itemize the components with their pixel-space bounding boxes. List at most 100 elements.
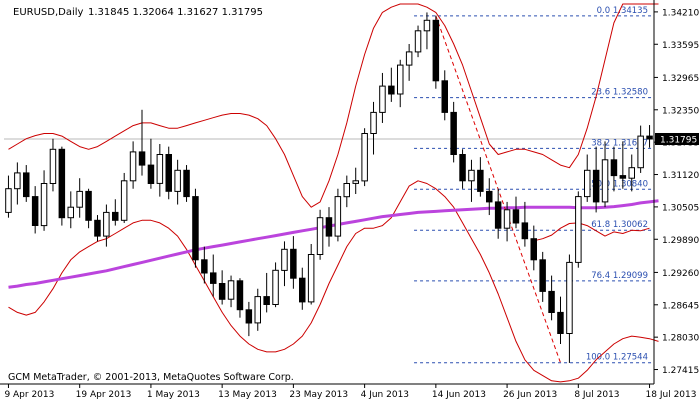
moving-average-line (8, 199, 659, 289)
candle (138, 109, 146, 176)
candle-body (307, 254, 315, 303)
candle (548, 275, 555, 321)
candle (49, 138, 57, 192)
candle (299, 267, 306, 310)
candle-body (94, 219, 101, 237)
candle-body (628, 167, 635, 179)
fib-level-label: 100.0 1.27544 (586, 353, 648, 363)
candle-body (379, 85, 386, 113)
candle-body (352, 180, 359, 184)
fib-level-label: 38.2 1.31617 (591, 138, 648, 148)
fibonacci-levels: 0.0 1.34135 23.6 1.32580 38.2 1.31617 50.0 … (4, 6, 654, 364)
candle-body (174, 169, 181, 192)
candle (468, 159, 475, 202)
header-ohlc: 1.31845 1.32064 1.31627 1.31795 (88, 7, 263, 18)
candle (352, 167, 359, 194)
candle-body (156, 154, 164, 184)
candle-body (619, 175, 627, 179)
candle (575, 191, 582, 268)
header-symbol: EURUSD,Daily (13, 7, 84, 18)
candle-body (432, 19, 440, 82)
candle (5, 175, 12, 218)
candle (477, 157, 484, 197)
candle (165, 146, 172, 200)
candle (646, 125, 653, 148)
candle-body (316, 217, 324, 255)
candle-body (103, 211, 110, 237)
candle (201, 246, 208, 284)
candle-body (245, 309, 253, 324)
candle (23, 165, 30, 202)
candle-body (299, 277, 306, 303)
plot-frame (0, 0, 655, 385)
candle (432, 15, 440, 89)
candle (263, 272, 270, 313)
candle-body (334, 196, 342, 237)
upper-band-line (8, 3, 659, 208)
candle-body (147, 164, 155, 185)
current-price-tag (655, 133, 699, 145)
candle-body (601, 159, 609, 203)
candle (210, 254, 217, 297)
lower-band-line (8, 180, 659, 383)
candle-body (14, 172, 21, 190)
candle (530, 225, 537, 271)
candle (76, 178, 83, 218)
candle-body (5, 188, 12, 213)
candle (539, 251, 546, 302)
candle (254, 288, 261, 331)
candle (58, 146, 66, 226)
candle (290, 236, 297, 289)
envelope-bands (8, 3, 659, 383)
candle-body (477, 169, 484, 192)
candle-body (584, 169, 591, 198)
candle-body (494, 201, 502, 229)
y-tick-label: 1.31120 (662, 171, 699, 181)
x-tick-label: 9 Apr 2013 (4, 390, 54, 400)
candle (566, 254, 573, 363)
candle-body (512, 209, 520, 224)
y-tick-label: 1.28030 (662, 334, 699, 344)
band-segment-line (533, 222, 650, 242)
y-tick-label: 1.33595 (662, 41, 699, 51)
candle (450, 101, 457, 163)
candle-body (557, 311, 564, 334)
candle-body (397, 64, 404, 95)
candle-body (459, 154, 466, 182)
candle-body (138, 151, 146, 166)
x-tick-label: 13 May 2013 (218, 390, 277, 400)
candle-body (539, 259, 546, 292)
candle-body (31, 196, 39, 227)
candle-body (23, 172, 30, 198)
candle (637, 125, 644, 173)
candle-body (272, 269, 279, 305)
candle (67, 191, 74, 229)
candle (370, 101, 377, 155)
x-axis: 9 Apr 2013 19 Apr 2013 1 May 2013 13 May 20… (4, 384, 696, 400)
candle (628, 154, 635, 192)
candle (414, 25, 422, 58)
fib-level-label: 0.0 1.34135 (597, 6, 648, 16)
candle (325, 207, 333, 247)
candle (192, 188, 199, 268)
fib-level-label: 50.0 1.30840 (591, 179, 648, 189)
candle-body (566, 261, 573, 334)
y-tick-label: 1.32965 (662, 74, 699, 84)
candle-body (637, 135, 644, 169)
candle (557, 296, 564, 344)
candle-body (388, 85, 395, 95)
candle-body (227, 280, 235, 300)
x-tick-label: 14 Jun 2013 (432, 390, 486, 400)
candlesticks (5, 12, 653, 363)
current-price-label: 1.31795 (660, 136, 697, 146)
candle-body (290, 248, 297, 279)
candle (236, 278, 244, 318)
candle (103, 204, 110, 247)
candle-body (592, 169, 600, 203)
candle-body (325, 217, 333, 237)
candle (512, 196, 520, 229)
candle (343, 175, 350, 208)
